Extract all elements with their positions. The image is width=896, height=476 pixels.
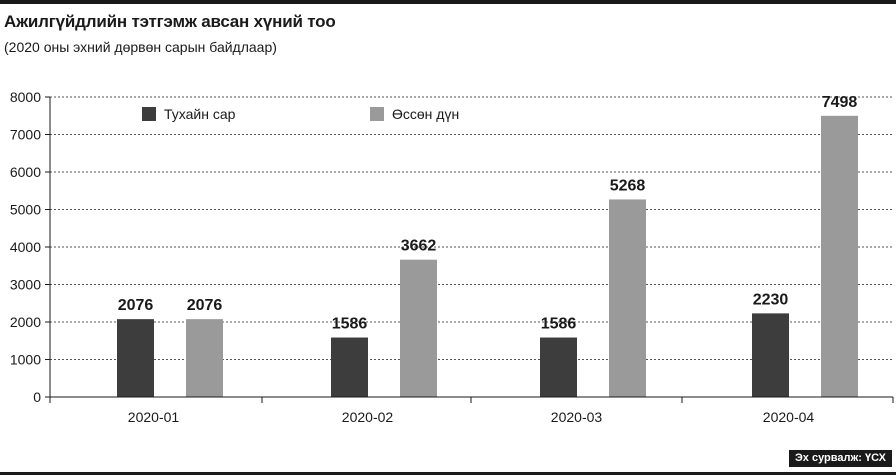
bar-value-label: 2076	[118, 297, 154, 314]
x-axis: 2020-01 2020-02 2020-03 2020-04	[49, 396, 894, 425]
x-tick-label: 2020-03	[551, 409, 603, 425]
y-tick-label: 2000	[10, 314, 41, 330]
top-rule	[0, 0, 896, 4]
chart-title: Ажилгүйдлийн тэтгэмж авсан хүний тоо	[4, 12, 336, 31]
y-tick-label: 4000	[10, 239, 41, 255]
bar-value-label: 7498	[822, 94, 858, 111]
x-tick-label: 2020-02	[342, 409, 394, 425]
bar-value-label: 3662	[401, 238, 437, 255]
legend-label: Тухайн сар	[164, 106, 236, 122]
bar-value-label: 5268	[610, 177, 646, 194]
bar-series-1	[331, 337, 368, 397]
chart-subtitle: (2020 оны эхний дөрвөн сарын байдлаар)	[4, 39, 277, 55]
y-tick-label: 0	[33, 389, 41, 405]
bar-series-2	[609, 199, 646, 397]
bar-series-1	[117, 319, 154, 397]
y-tick-label: 8000	[10, 89, 41, 105]
bar-value-label: 1586	[541, 316, 577, 333]
bar-value-label: 1586	[332, 316, 368, 333]
x-tick-label: 2020-01	[128, 409, 180, 425]
bar-series-2	[821, 115, 858, 397]
y-tick-label: 3000	[10, 277, 41, 293]
bar-series-1	[752, 313, 789, 397]
source-badge: Эх сурвалж: ҮСХ	[788, 450, 892, 467]
y-axis-ticks: 0 1000 2000 3000 4000 5000 6000 7000 8000	[10, 89, 51, 405]
y-tick-label: 7000	[10, 127, 41, 143]
legend-label: Өссөн дүн	[392, 106, 459, 122]
bar-value-label: 2230	[753, 291, 789, 308]
bar-value-label: 2076	[187, 297, 223, 314]
data-labels: 2076 1586 1586 2230 2076 3662 5268 7498	[118, 94, 858, 333]
y-tick-label: 6000	[10, 164, 41, 180]
bar-series-2	[186, 319, 223, 397]
legend-swatch	[370, 107, 384, 121]
y-tick-label: 1000	[10, 352, 41, 368]
legend-swatch	[142, 107, 156, 121]
legend: Тухайн сар Өссөн дүн	[142, 106, 459, 122]
bar-series-2	[400, 259, 437, 397]
bars	[117, 115, 858, 397]
y-tick-label: 5000	[10, 202, 41, 218]
bottom-rule	[0, 472, 896, 475]
bar-series-1	[540, 337, 577, 397]
x-tick-label: 2020-04	[763, 409, 815, 425]
